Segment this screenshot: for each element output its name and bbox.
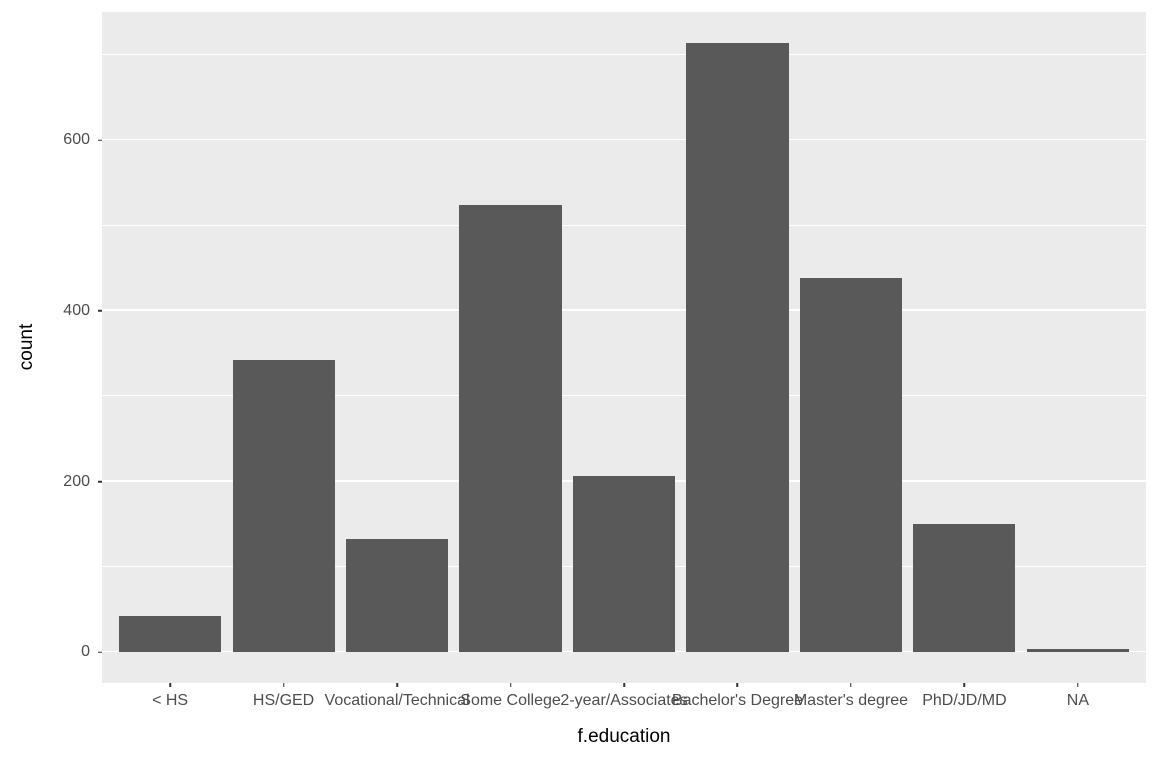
gridline-major	[102, 309, 1146, 311]
y-tick-mark	[98, 651, 102, 654]
x-tick-label: HS/GED	[252, 692, 315, 709]
y-tick-label: 400	[63, 301, 90, 319]
bar	[232, 360, 335, 653]
bar	[345, 538, 449, 653]
y-axis: 0 200 400 600	[0, 12, 102, 683]
x-tick-mark	[1077, 683, 1079, 687]
x-tick-mark	[850, 683, 852, 687]
x-tick-label: NA	[1066, 692, 1090, 709]
x-tick-mark	[396, 683, 398, 687]
bar	[459, 204, 562, 653]
x-tick-label: Vocational/Technical	[324, 692, 470, 709]
x-tick-mark	[963, 683, 966, 687]
y-tick-label: 0	[81, 643, 90, 661]
bar	[686, 42, 789, 653]
bar	[119, 616, 222, 653]
x-tick-label: Bachelor's Degree	[671, 692, 804, 709]
x-tick-label: 2-year/Associates	[560, 692, 688, 709]
gridline-minor	[102, 395, 1146, 397]
x-tick-mark	[623, 683, 625, 687]
y-tick-mark	[98, 310, 102, 312]
gridline-minor	[102, 54, 1146, 55]
gridline-minor	[102, 224, 1146, 226]
x-tick-mark	[509, 683, 512, 687]
x-tick-label: PhD/JD/MD	[922, 692, 1007, 709]
x-axis-title: f.education	[577, 726, 671, 747]
x-tick-label: Some College	[460, 692, 561, 709]
y-axis-title: count	[16, 323, 37, 371]
gridline-major	[102, 138, 1146, 141]
y-tick-label: 600	[63, 131, 90, 149]
y-tick-mark	[98, 139, 102, 141]
bar	[799, 278, 903, 653]
y-tick-label: 200	[63, 472, 90, 490]
y-tick-mark	[98, 480, 102, 483]
x-tick-label: Master's degree	[793, 692, 909, 709]
x-tick-mark	[736, 683, 739, 687]
plot-panel	[102, 12, 1146, 683]
x-axis: < HS HS/GED Vocational/Technical Some Colle…	[102, 683, 1146, 727]
bar	[572, 475, 676, 653]
x-tick-mark	[169, 683, 171, 687]
bar	[1026, 648, 1129, 653]
x-tick-label: < HS	[152, 692, 189, 709]
x-tick-mark	[282, 683, 285, 687]
bar	[913, 524, 1016, 653]
